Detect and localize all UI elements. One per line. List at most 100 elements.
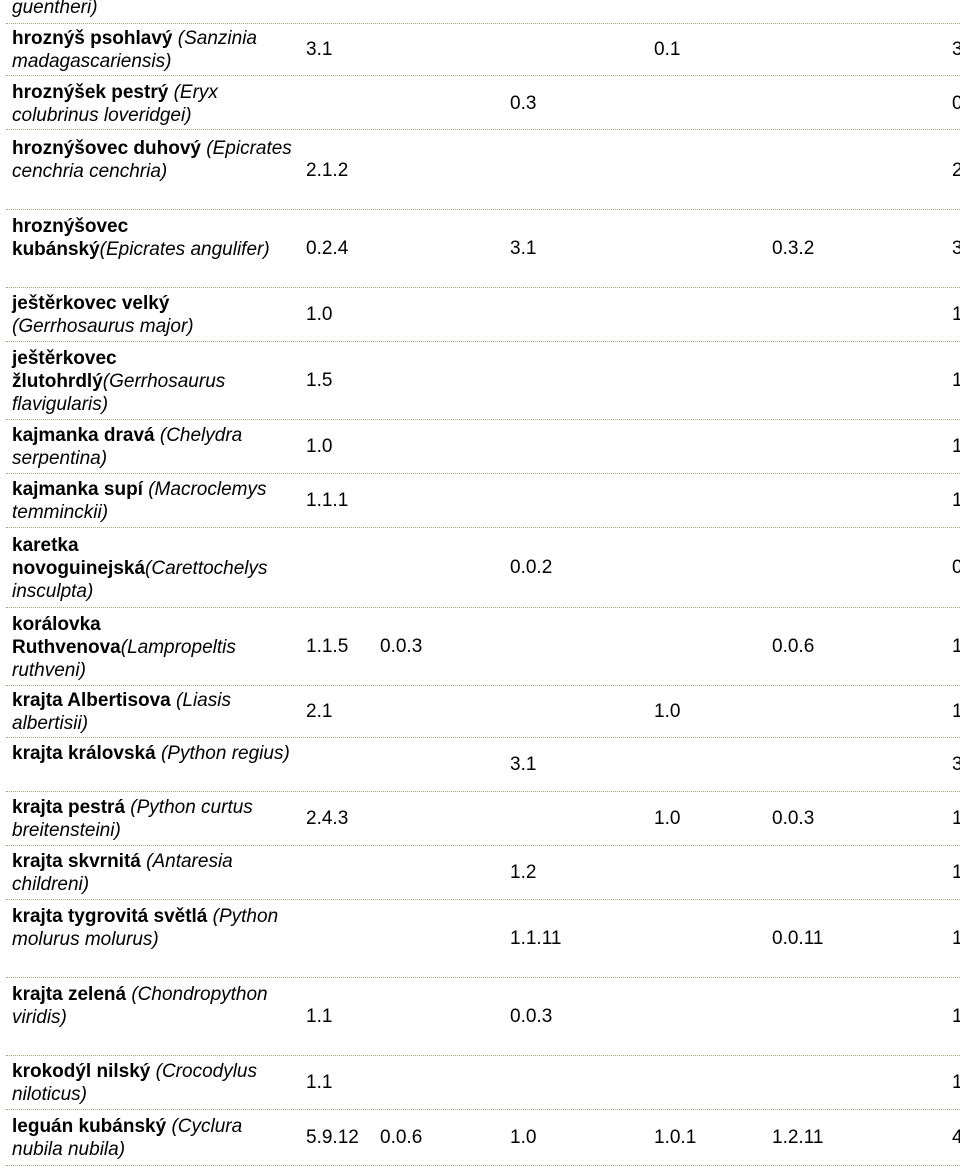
count-cell-col3: 1.0 bbox=[510, 1127, 537, 1148]
count-cell-col6: 1 bbox=[952, 304, 960, 325]
count-cell-col1: 1.1.5 bbox=[306, 636, 349, 657]
species-name: krajta skvrnitá (Antaresia childreni) bbox=[12, 850, 294, 896]
count-cell-col1: 2.1.2 bbox=[306, 160, 349, 181]
count-cell-col5: 0.0.6 bbox=[772, 636, 815, 657]
count-cell-col1: 1.5 bbox=[306, 370, 333, 391]
czech-name: krokodýl nilský bbox=[12, 1061, 151, 1082]
count-cell-col6: 1 bbox=[952, 1006, 960, 1027]
table-row: hroznýšovec duhový (Epicrates cenchria c… bbox=[6, 132, 960, 210]
count-cell-col3: 0.0.3 bbox=[510, 1006, 553, 1027]
table-row: kajmanka supí (Macroclemys temminckii) 1.… bbox=[6, 474, 960, 528]
species-name: krajta královská (Python regius) bbox=[12, 742, 294, 765]
czech-name: krajta zelená bbox=[12, 984, 127, 1005]
header-divider bbox=[6, 23, 960, 24]
species-name: hroznýšovec kubánský(Epicrates angulifer… bbox=[12, 215, 294, 261]
latin-name: (Chelydra serpentina) bbox=[12, 425, 243, 469]
species-name: krajta pestrá (Python curtus breitenstei… bbox=[12, 796, 294, 842]
count-cell-col2: 0.0.3 bbox=[380, 636, 423, 657]
count-cell-col4: 1.0.1 bbox=[654, 1127, 697, 1148]
count-cell-col1: 1.0 bbox=[306, 436, 333, 457]
species-name: kajmanka supí (Macroclemys temminckii) bbox=[12, 478, 294, 524]
latin-name: (Epicrates cenchria cenchria) bbox=[12, 138, 292, 182]
czech-name: karetka novoguinejská bbox=[12, 535, 146, 579]
table-row: krokodýl nilský (Crocodylus niloticus) 1.… bbox=[6, 1056, 960, 1110]
czech-name: krajta tygrovitá světlá bbox=[12, 906, 208, 927]
latin-name: (Chondropython viridis) bbox=[12, 984, 268, 1028]
czech-name: korálovka Ruthvenova bbox=[12, 614, 121, 658]
table-row: leguán kubánský (Cyclura nubila nubila) 5… bbox=[6, 1110, 960, 1166]
count-cell-col6: 1 bbox=[952, 436, 960, 457]
count-cell-col6: 1 bbox=[952, 928, 960, 949]
latin-name: (Python curtus breitensteini) bbox=[12, 797, 253, 841]
count-cell-col5: 1.2.11 bbox=[772, 1127, 824, 1148]
count-cell-col1: 5.9.12 bbox=[306, 1127, 359, 1148]
czech-name: leguán kubánský bbox=[12, 1116, 167, 1137]
latin-name: (Cyclura nubila nubila) bbox=[12, 1116, 243, 1160]
latin-name: (Python molurus molurus) bbox=[12, 906, 279, 950]
table-row: korálovka Ruthvenova(Lampropeltis ruthve… bbox=[6, 608, 960, 686]
latin-name: (Python regius) bbox=[155, 743, 290, 764]
czech-name: hroznýšovec duhový bbox=[12, 138, 201, 159]
czech-name: kajmanka dravá bbox=[12, 425, 155, 446]
count-cell-col3: 0.0.2 bbox=[510, 557, 553, 578]
table-row: hroznýš psohlavý (Sanzinia madagascarien… bbox=[6, 24, 960, 76]
latin-name: (Macroclemys temminckii) bbox=[12, 479, 267, 523]
czech-name: ještěrkovec velký bbox=[12, 293, 170, 314]
latin-name: (Eryx colubrinus loveridgei) bbox=[12, 82, 218, 126]
species-name: krajta Albertisova (Liasis albertisii) bbox=[12, 689, 294, 735]
latin-name: (Lampropeltis ruthveni) bbox=[12, 637, 236, 681]
count-cell-col3: 1.1.11 bbox=[510, 928, 562, 949]
species-name: krajta zelená (Chondropython viridis) bbox=[12, 983, 294, 1029]
table-row: hroznýšek pestrý (Eryx colubrinus loveri… bbox=[6, 78, 960, 130]
species-name: hroznýšek pestrý (Eryx colubrinus loveri… bbox=[12, 81, 294, 127]
czech-name: krajta Albertisova bbox=[12, 690, 171, 711]
species-name: karetka novoguinejská(Carettochelys insc… bbox=[12, 534, 294, 603]
czech-name: kajmanka supí bbox=[12, 479, 143, 500]
table-row: karetka novoguinejská(Carettochelys insc… bbox=[6, 528, 960, 608]
count-cell-col6: 0 bbox=[952, 557, 960, 578]
count-cell-col6: 4 bbox=[952, 1127, 960, 1148]
latin-name: (Gerrhosaurus major) bbox=[12, 316, 194, 337]
czech-name: hroznýšek pestrý bbox=[12, 82, 169, 103]
count-cell-col6: 2 bbox=[952, 160, 960, 181]
table-row: hroznýšovec kubánský(Epicrates angulifer… bbox=[6, 210, 960, 288]
count-cell-col6: 1 bbox=[952, 701, 960, 722]
count-cell-col6: 3 bbox=[952, 39, 960, 60]
count-cell-col1: 2.4.3 bbox=[306, 808, 349, 829]
latin-name: (Carettochelys insculpta) bbox=[12, 558, 268, 602]
count-cell-col1: 1.1 bbox=[306, 1006, 333, 1027]
count-cell-col4: 1.0 bbox=[654, 701, 681, 722]
czech-name: hroznýšovec kubánský bbox=[12, 216, 129, 260]
species-name: leguán kubánský (Cyclura nubila nubila) bbox=[12, 1115, 294, 1161]
table-row: krajta tygrovitá světlá (Python molurus … bbox=[6, 900, 960, 978]
count-cell-col3: 0.3 bbox=[510, 93, 537, 114]
species-name: kajmanka dravá (Chelydra serpentina) bbox=[12, 424, 294, 470]
count-cell-col3: 3.1 bbox=[510, 754, 537, 775]
species-name: krajta tygrovitá světlá (Python molurus … bbox=[12, 905, 294, 951]
count-cell-col1: 0.2.4 bbox=[306, 238, 349, 259]
count-cell-col3: 3.1 bbox=[510, 238, 537, 259]
count-cell-col5: 0.3.2 bbox=[772, 238, 815, 259]
species-name: hroznýš psohlavý (Sanzinia madagascarien… bbox=[12, 27, 294, 73]
count-cell-col4: 1.0 bbox=[654, 808, 681, 829]
latin-name: (Epicrates angulifer) bbox=[99, 239, 270, 260]
czech-name: krajta skvrnitá bbox=[12, 851, 141, 872]
table-row: krajta pestrá (Python curtus breitenstei… bbox=[6, 792, 960, 846]
latin-name: (Antaresia childreni) bbox=[12, 851, 233, 895]
table-row: krajta královská (Python regius) 3.1 3 bbox=[6, 738, 960, 792]
table-row: kajmanka dravá (Chelydra serpentina) 1.0 1 bbox=[6, 420, 960, 474]
count-cell-col6: 1 bbox=[952, 808, 960, 829]
species-name: krokodýl nilský (Crocodylus niloticus) bbox=[12, 1060, 294, 1106]
latin-name: (Crocodylus niloticus) bbox=[12, 1061, 257, 1105]
species-name: ještěrkovec velký (Gerrhosaurus major) bbox=[12, 292, 294, 338]
count-cell-col1: 1.0 bbox=[306, 304, 333, 325]
previous-row-fragment: guentheri) bbox=[12, 0, 98, 18]
count-cell-col6: 1 bbox=[952, 1072, 960, 1093]
count-cell-col6: 0 bbox=[952, 93, 960, 114]
count-cell-col3: 1.2 bbox=[510, 862, 537, 883]
czech-name: ještěrkovec žlutohrdlý bbox=[12, 348, 117, 392]
count-cell-col1: 3.1 bbox=[306, 39, 333, 60]
latin-name: (Liasis albertisii) bbox=[12, 690, 231, 734]
table-row: krajta zelená (Chondropython viridis) 1.1… bbox=[6, 978, 960, 1056]
latin-name: (Sanzinia madagascariensis) bbox=[12, 28, 257, 72]
